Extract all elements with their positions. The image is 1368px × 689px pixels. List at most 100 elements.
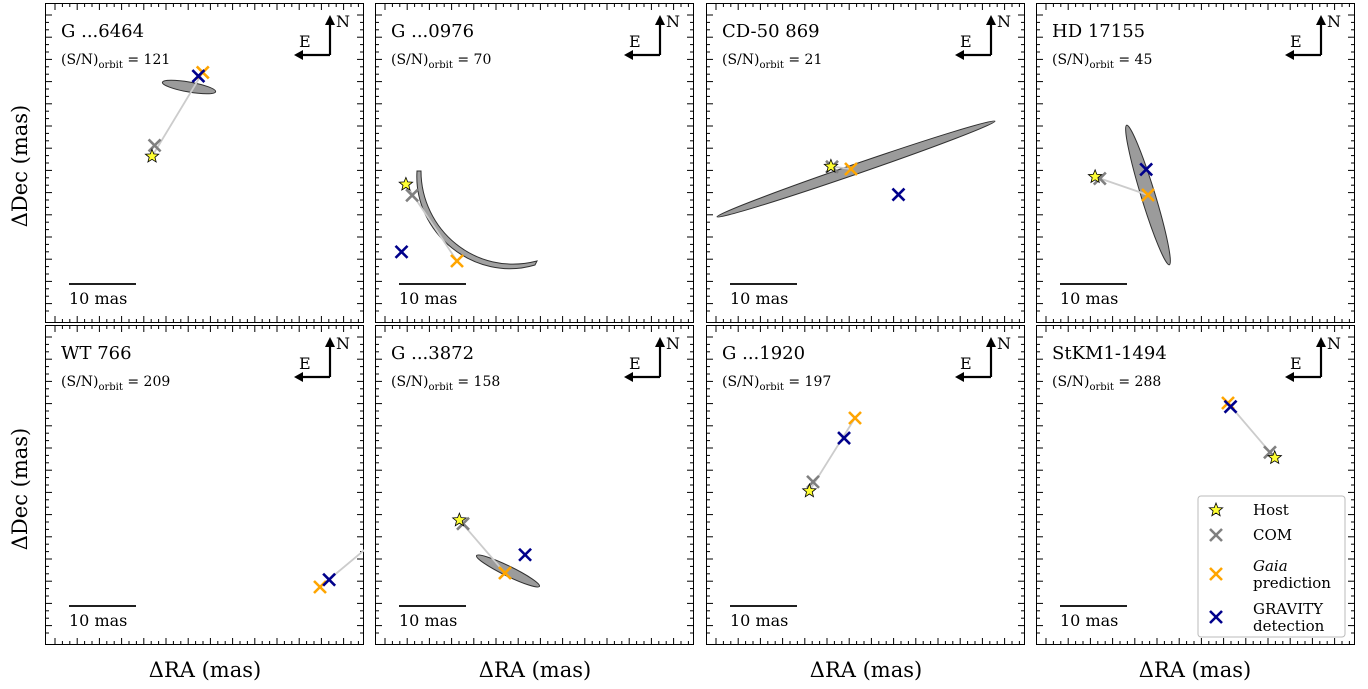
- legend-host-icon: [1208, 501, 1224, 517]
- snr-label: (S/N)orbit = 158: [391, 374, 500, 393]
- host-star-marker: [801, 482, 818, 498]
- plot-frame: [1036, 3, 1355, 323]
- compass-east-label: E: [960, 32, 972, 51]
- scale-bar-label: 10 mas: [399, 289, 457, 308]
- plot-frame: [375, 3, 694, 323]
- host-star-marker: [1087, 168, 1103, 184]
- axis-ticks: [1036, 3, 1355, 323]
- host-star-marker: [451, 511, 468, 527]
- scale-bar-label: 10 mas: [730, 611, 788, 630]
- x-axis-label-4: ΔRA (mas): [1138, 658, 1252, 682]
- legend-com-icon: [1209, 528, 1223, 542]
- compass-north-label: N: [997, 334, 1011, 353]
- y-axis-label-bottom: ΔDec (mas): [8, 427, 32, 551]
- scale-bar-label: 10 mas: [69, 611, 127, 630]
- compass-east-label: E: [1290, 354, 1302, 373]
- axis-ticks: [45, 3, 364, 323]
- gravity-detection-marker: [1223, 399, 1238, 414]
- panel-title: CD-50 869: [722, 21, 820, 42]
- x-axis-label-1: ΔRA (mas): [148, 658, 262, 682]
- gravity-detection-marker: [837, 431, 851, 445]
- compass: NE: [955, 334, 1011, 382]
- panel-title: G ...0976: [391, 21, 474, 42]
- panel-title: StKM1-1494: [1052, 343, 1167, 364]
- compass-east-label: E: [629, 32, 641, 51]
- host-star-marker: [144, 148, 160, 163]
- legend-label: Host: [1253, 501, 1289, 519]
- axis-ticks: [375, 325, 694, 645]
- scale-bar-label: 10 mas: [399, 611, 457, 630]
- scale-bar-label: 10 mas: [69, 289, 127, 308]
- panel-title: G ...6464: [61, 21, 144, 42]
- panel-title: G ...1920: [722, 343, 805, 364]
- orbit-posterior: [416, 170, 538, 270]
- panel-title: G ...3872: [391, 343, 474, 364]
- plot-frame: [45, 325, 364, 645]
- legend-label: GRAVITY: [1253, 600, 1324, 618]
- scale-bar-label: 10 mas: [1060, 289, 1118, 308]
- panel-title: WT 766: [61, 343, 132, 364]
- axis-ticks: [706, 3, 1025, 323]
- legend-label: COM: [1253, 526, 1292, 544]
- compass: NE: [1285, 334, 1341, 382]
- compass-north-label: N: [336, 334, 350, 353]
- legend-label: detection: [1253, 617, 1325, 635]
- gravity-detection-marker: [518, 547, 532, 562]
- legend-label: Gaia: [1253, 557, 1288, 575]
- compass: NE: [1285, 12, 1341, 60]
- axis-ticks: [706, 325, 1025, 645]
- compass: NE: [294, 334, 350, 382]
- gravity-detection-marker: [891, 187, 906, 202]
- compass-north-label: N: [336, 12, 350, 31]
- scale-bar-label: 10 mas: [1060, 611, 1118, 630]
- plot-frame: [375, 325, 694, 645]
- host-star-marker: [398, 176, 414, 191]
- axis-ticks: [375, 3, 694, 323]
- compass-east-label: E: [960, 354, 972, 373]
- scale-bar-label: 10 mas: [730, 289, 788, 308]
- gaia-prediction-marker: [498, 566, 512, 580]
- compass-east-label: E: [299, 32, 311, 51]
- legend-label: prediction: [1253, 574, 1331, 592]
- host-star-marker: [1267, 449, 1283, 465]
- compass: NE: [624, 334, 680, 382]
- legend-gaia-icon: [1209, 567, 1223, 581]
- host-companion-line: [1094, 175, 1149, 196]
- snr-label: (S/N)orbit = 45: [1052, 52, 1152, 71]
- plot-frame: [45, 3, 364, 323]
- gaia-prediction-marker: [1141, 188, 1155, 202]
- gravity-detection-marker: [394, 244, 409, 259]
- snr-label: (S/N)orbit = 209: [61, 374, 170, 393]
- gaia-prediction-marker: [844, 162, 858, 176]
- snr-label: (S/N)orbit = 70: [391, 52, 491, 71]
- gravity-detection-marker: [191, 69, 206, 83]
- plot-frame: [706, 325, 1025, 645]
- com-marker: [147, 138, 162, 153]
- legend-item-com: COM: [1209, 526, 1292, 544]
- compass: NE: [955, 12, 1011, 60]
- compass-east-label: E: [299, 354, 311, 373]
- snr-label: (S/N)orbit = 197: [722, 374, 831, 393]
- compass-north-label: N: [666, 334, 680, 353]
- compass-north-label: N: [1327, 12, 1341, 31]
- compass: NE: [294, 12, 350, 60]
- compass-north-label: N: [1327, 334, 1341, 353]
- snr-label: (S/N)orbit = 288: [1052, 374, 1161, 393]
- legend-item-host: Host: [1208, 501, 1289, 519]
- compass-east-label: E: [629, 354, 641, 373]
- legend-gravity-icon: [1209, 610, 1223, 624]
- com-marker: [405, 188, 420, 203]
- orbit-posterior: [161, 79, 217, 95]
- host-star-marker: [823, 158, 839, 174]
- host-companion-line: [151, 71, 204, 157]
